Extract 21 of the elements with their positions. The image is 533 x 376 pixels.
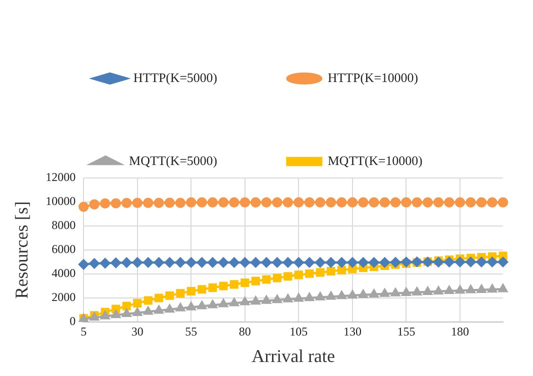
y-tick-label: 10000 — [46, 194, 76, 208]
y-tick-label: 6000 — [52, 242, 76, 256]
x-axis-title: Arrival rate — [252, 346, 336, 366]
x-tick-label: 30 — [131, 324, 144, 338]
x-tick-label: 105 — [290, 324, 308, 338]
x-tick-label: 55 — [185, 324, 198, 338]
y-tick-label: 0 — [70, 314, 76, 328]
legend-label: HTTP(K=10000) — [328, 70, 418, 85]
y-axis-title: Resources [s] — [12, 201, 32, 299]
x-tick-label: 180 — [450, 324, 469, 338]
x-tick-label: 80 — [238, 324, 251, 338]
x-tick-label: 130 — [343, 324, 362, 338]
y-tick-label: 8000 — [52, 218, 76, 232]
y-tick-label: 4000 — [52, 266, 76, 280]
x-tick-label: 5 — [80, 324, 87, 338]
y-tick-label: 2000 — [52, 290, 76, 304]
y-tick-label: 12000 — [46, 170, 76, 184]
legend-label: MQTT(K=5000) — [129, 152, 218, 168]
x-tick-label: 155 — [397, 324, 416, 338]
legend-label: MQTT(K=10000) — [328, 152, 422, 168]
legend-label: HTTP(K=5000) — [133, 70, 218, 85]
